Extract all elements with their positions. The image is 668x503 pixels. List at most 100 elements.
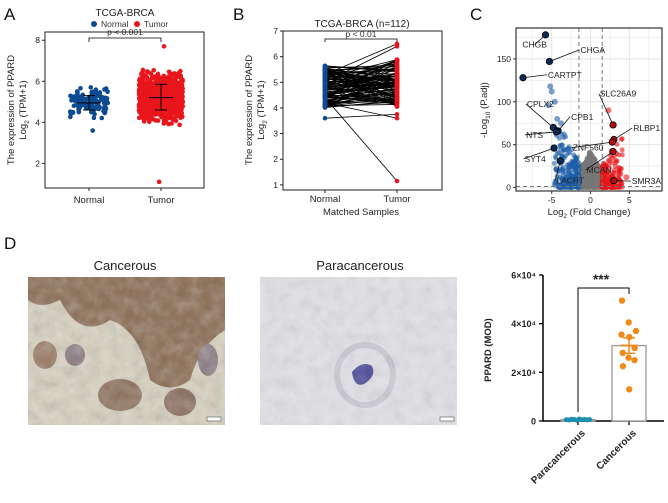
y-tick-label: 7 <box>273 26 278 36</box>
data-point-cancerous <box>633 328 639 334</box>
outlier-point <box>90 128 95 133</box>
labeled-gene-point <box>610 148 616 154</box>
significance-bracket <box>325 39 397 42</box>
normal-point <box>323 95 328 100</box>
outlier-point <box>162 44 167 49</box>
gene-label-cpb1: CPB1 <box>571 112 593 122</box>
y-tick-label: 2 <box>273 154 278 164</box>
down-point <box>573 160 578 165</box>
legend-normal-marker <box>91 21 97 27</box>
data-point-tumor <box>152 85 157 90</box>
labeled-gene-point <box>610 122 616 128</box>
gene-label-nts: NTS <box>526 130 543 140</box>
y-tick-label: 2 <box>35 158 40 168</box>
tumor-point <box>395 76 400 81</box>
data-point-tumor <box>164 120 169 125</box>
down-point <box>549 88 555 94</box>
data-point-tumor <box>180 114 185 119</box>
image-paracancerous-ihc <box>260 277 457 425</box>
outlier-point <box>157 180 162 185</box>
data-point-tumor <box>156 104 161 109</box>
down-point <box>563 185 568 190</box>
y-tick-label: 5 <box>273 77 278 87</box>
data-point-tumor <box>174 110 179 115</box>
ns-point <box>585 156 589 160</box>
labeled-gene-point <box>557 158 563 164</box>
data-point-cancerous <box>625 355 631 361</box>
data-point-tumor <box>179 86 184 91</box>
ns-point <box>585 175 589 179</box>
normal-point <box>323 87 328 92</box>
data-point-normal <box>71 110 76 115</box>
image-cancerous-label: Cancerous <box>94 258 157 273</box>
data-point-normal <box>90 101 95 106</box>
tumor-point <box>395 80 400 85</box>
y-tick-label: 6 <box>35 76 40 86</box>
image-cancerous-ihc <box>28 277 225 425</box>
data-point-tumor <box>177 99 182 104</box>
data-point-tumor <box>172 80 177 85</box>
labeled-gene-point <box>611 178 617 184</box>
data-point-tumor <box>156 118 161 123</box>
labeled-gene-point <box>609 139 615 145</box>
data-point-tumor <box>180 77 185 82</box>
significance-bracket <box>89 38 161 42</box>
data-point-cancerous <box>620 363 626 369</box>
gene-label-syt4: SYT4 <box>525 154 547 164</box>
down-point <box>570 167 575 172</box>
chart-c-xlabel: Log2 (Fold Change) <box>548 207 631 220</box>
data-point-tumor <box>171 85 176 90</box>
tumor-point <box>395 44 400 49</box>
normal-point <box>323 116 328 121</box>
gene-label-rlbp1: RLBP1 <box>633 123 660 133</box>
ns-point <box>587 181 591 185</box>
data-point-tumor <box>173 73 178 78</box>
y-tick-label: 4 <box>273 103 278 113</box>
normal-point <box>323 72 328 77</box>
up-point <box>614 158 619 163</box>
chart-b-xtick-tumor: Tumor <box>383 194 410 205</box>
chart-d-significance: *** <box>593 271 610 287</box>
data-point-cancerous <box>618 331 624 337</box>
data-point-cancerous <box>631 357 637 363</box>
normal-point <box>323 80 328 85</box>
data-point-normal <box>105 89 110 94</box>
y-tick-label: 8 <box>35 35 40 45</box>
data-point-tumor <box>176 81 181 86</box>
panel-label-b: B <box>233 5 244 24</box>
y-tick-label: 0 <box>531 417 536 427</box>
data-point-tumor <box>144 75 149 80</box>
labeled-gene-point <box>542 32 548 38</box>
data-point-tumor <box>149 100 154 105</box>
data-point-tumor <box>177 91 182 96</box>
chart-b-xlabel: Matched Samples <box>323 207 399 218</box>
data-point-tumor <box>166 78 171 83</box>
chart-d-xtick-cancerous: Cancerous <box>594 428 639 473</box>
data-point-normal <box>101 106 106 111</box>
data-point-cancerous <box>626 319 632 325</box>
data-point-paracancerous <box>587 417 592 422</box>
data-point-normal <box>96 107 101 112</box>
gene-label-cartpt: CARTPT <box>548 70 582 80</box>
down-point <box>558 144 563 149</box>
chart-c-ylabel: -Log10 (P.adj) <box>479 82 492 138</box>
y-tick-label: 150 <box>497 54 511 64</box>
data-point-normal <box>91 90 96 95</box>
up-point <box>623 174 629 180</box>
data-point-cancerous <box>626 386 632 392</box>
chart-a-xtick-tumor: Tumor <box>147 195 174 206</box>
up-point <box>605 178 610 183</box>
data-point-tumor <box>167 69 172 74</box>
data-point-normal <box>78 86 83 91</box>
data-point-cancerous <box>619 297 625 303</box>
data-point-tumor <box>149 71 154 76</box>
gene-label-znf560: ZNF560 <box>573 143 604 153</box>
data-point-tumor <box>171 117 176 122</box>
data-point-normal <box>80 96 85 101</box>
up-point <box>606 158 611 163</box>
labeled-gene-point <box>551 145 557 151</box>
down-point <box>556 185 561 190</box>
